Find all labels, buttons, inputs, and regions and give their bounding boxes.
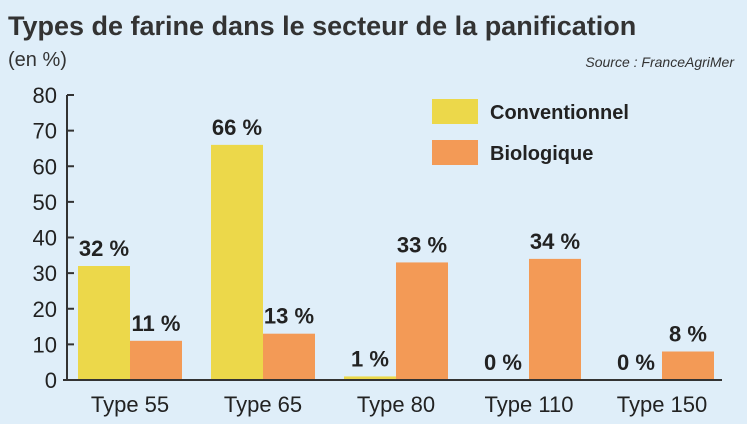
data-label: 11 % [132, 311, 181, 336]
y-tick-label: 60 [33, 154, 57, 179]
x-tick-label: Type 110 [485, 392, 574, 417]
y-tick-label: 0 [45, 368, 57, 393]
x-tick-label: Type 55 [91, 392, 169, 417]
y-tick-label: 70 [33, 119, 57, 144]
x-tick-label: Type 80 [357, 392, 435, 417]
bar [78, 266, 130, 380]
data-label: 8 % [669, 322, 707, 347]
legend-label-biologique: Biologique [490, 143, 593, 165]
x-tick-label: Type 150 [617, 392, 708, 417]
bar [344, 376, 396, 380]
legend-swatch-biologique [432, 140, 478, 165]
data-label: 0 % [484, 350, 522, 375]
data-label: 32 % [79, 236, 129, 261]
y-tick-label: 10 [33, 332, 57, 357]
chart-title: Types de farine dans le secteur de la pa… [8, 11, 636, 41]
legend-swatch-conventionnel [432, 99, 478, 124]
bar [130, 340, 182, 380]
bars-group: 32 % 11 % 66 % 13 % 1 % 33 % 0 % 34 % 0 % 8 % [78, 115, 714, 380]
bar [211, 144, 263, 380]
bar [529, 258, 581, 380]
source-note: Source : FranceAgriMer [585, 54, 735, 70]
data-label: 33 % [397, 232, 447, 257]
unit-label: (en %) [8, 49, 67, 71]
data-label: 0 % [617, 350, 655, 375]
y-tick-label: 30 [33, 261, 57, 286]
legend-label-conventionnel: Conventionnel [490, 102, 629, 124]
x-axis: Type 55 Type 65 Type 80 Type 110 Type 150 [63, 379, 722, 417]
y-tick-label: 80 [33, 83, 57, 108]
x-tick-label: Type 65 [224, 392, 302, 417]
data-label: 1 % [351, 346, 389, 371]
bar [662, 351, 714, 380]
legend: Conventionnel Biologique [432, 99, 629, 165]
data-label: 34 % [530, 229, 580, 254]
data-label: 66 % [212, 115, 262, 140]
data-label: 13 % [264, 304, 314, 329]
y-tick-label: 50 [33, 190, 57, 215]
y-tick-label: 40 [33, 226, 57, 251]
bar [396, 262, 448, 380]
y-axis: 0 10 20 30 40 50 60 70 80 [33, 83, 74, 393]
y-tick-label: 20 [33, 297, 57, 322]
bar [263, 333, 315, 380]
